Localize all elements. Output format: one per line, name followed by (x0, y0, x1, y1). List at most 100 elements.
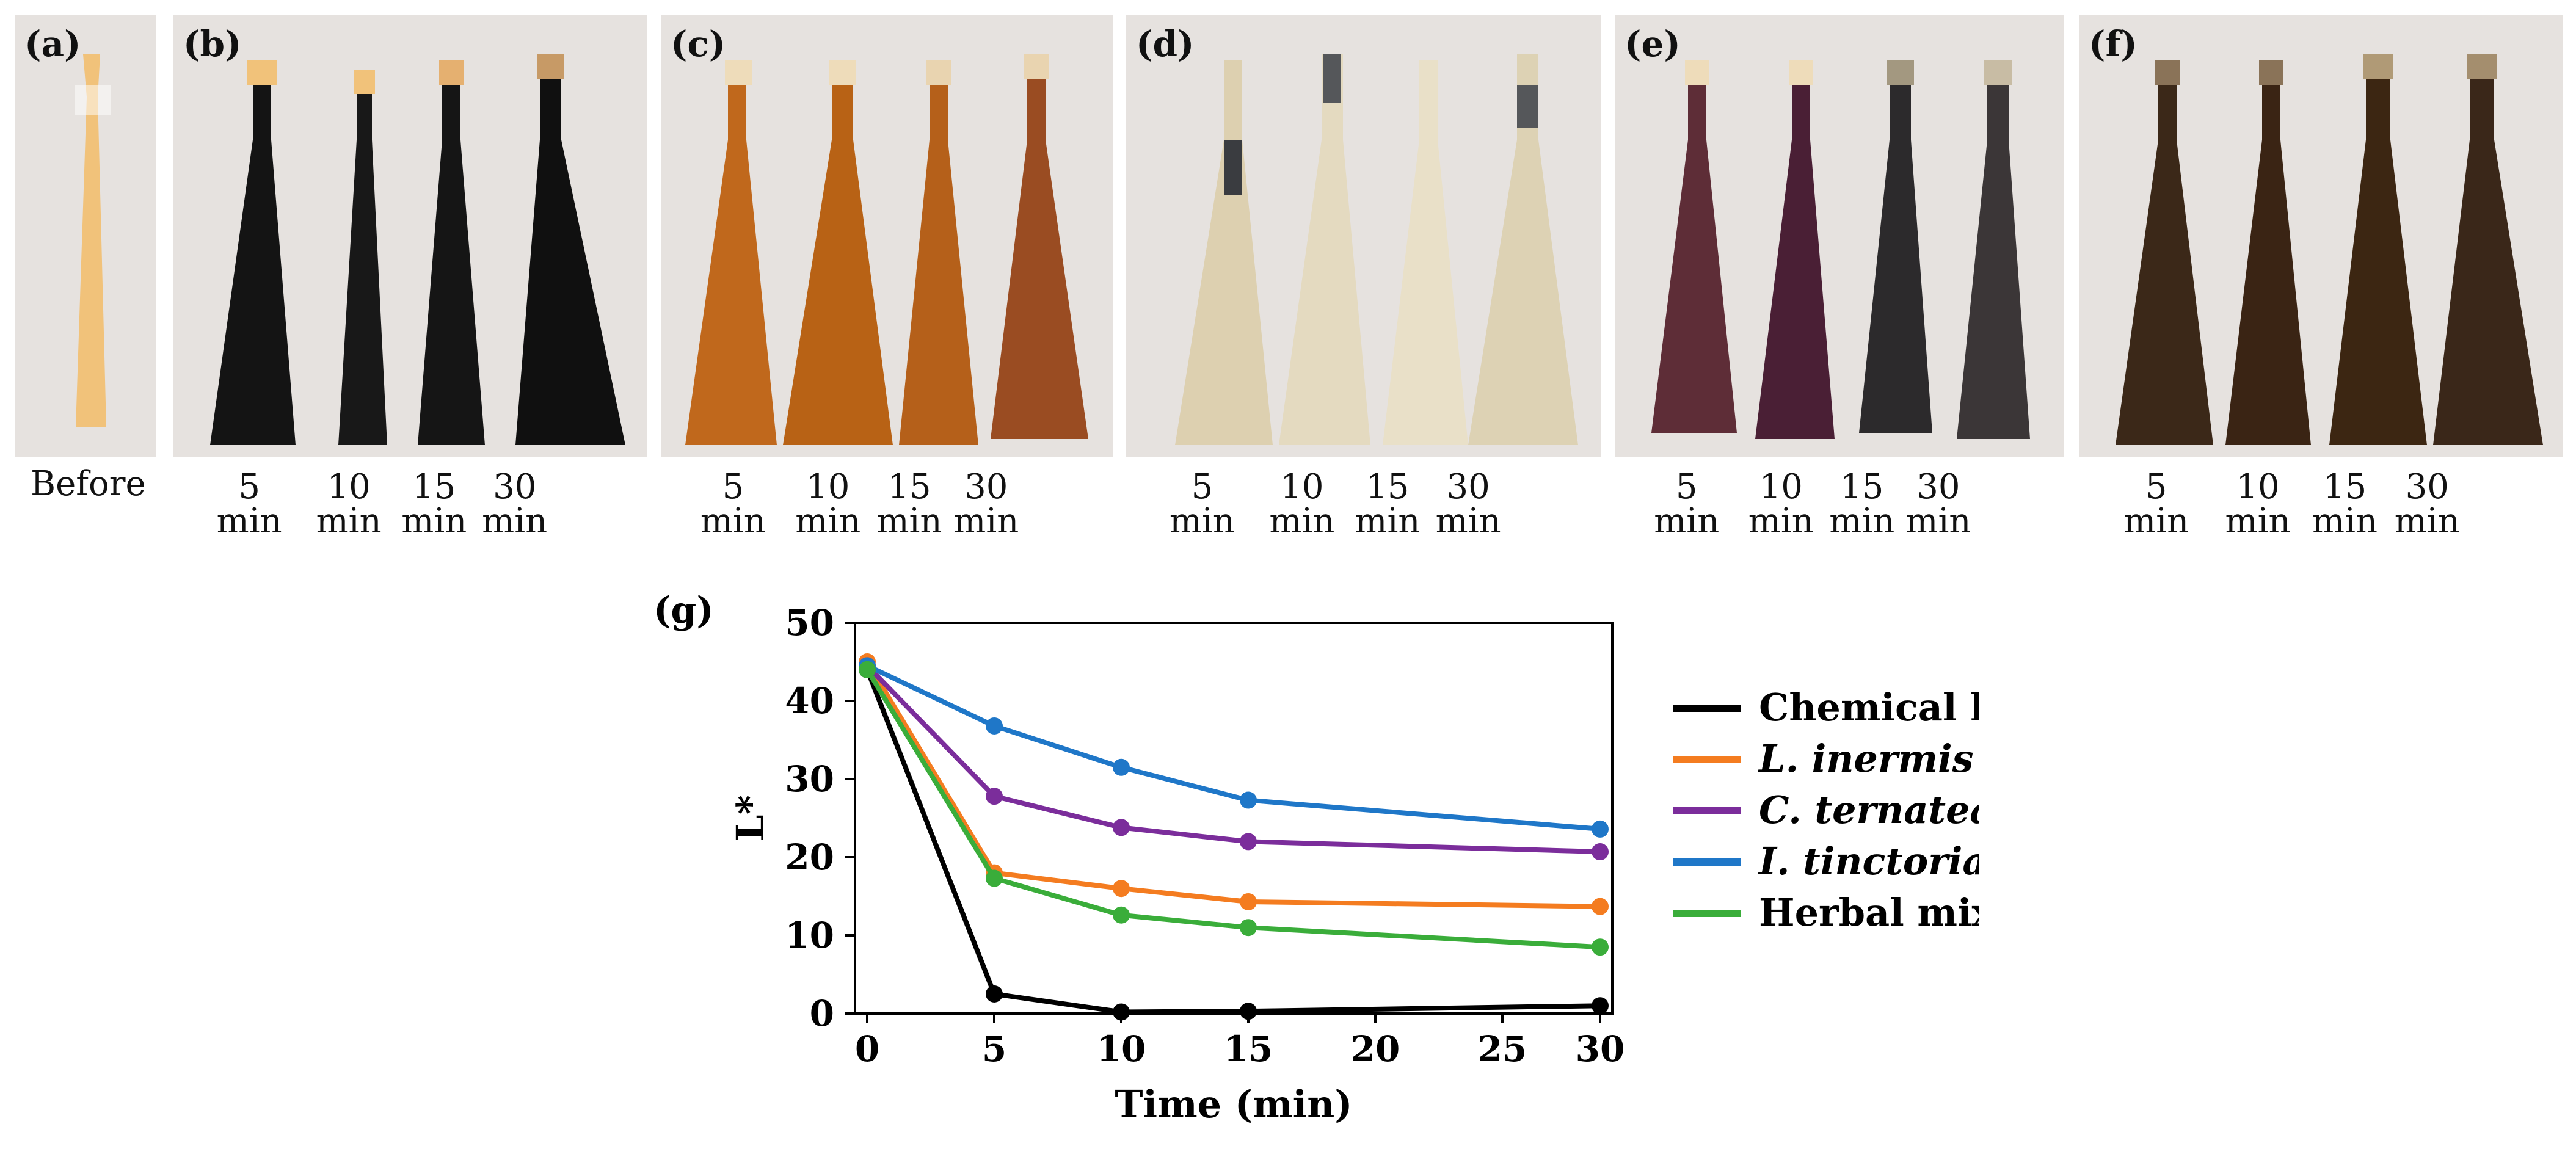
strand-b-5 (210, 60, 296, 445)
panel-label-a: (a) (24, 23, 81, 65)
time-num: 5 (1191, 467, 1213, 507)
x-tick-label: 30 (1576, 1028, 1625, 1070)
strand-group-d (1175, 54, 1578, 445)
data-point (1113, 880, 1130, 898)
time-unit: min (1269, 501, 1335, 541)
time-num: 30 (493, 467, 537, 507)
time-label: 15 min (854, 470, 964, 539)
dark-band-d-30 (1517, 85, 1538, 128)
panel-a-photo: (a) (15, 15, 156, 457)
strand-shape (76, 54, 106, 427)
time-num: 5 (1675, 467, 1698, 507)
strand-group-e (1651, 60, 2030, 439)
data-point (986, 717, 1003, 735)
panel-b-photo: (b) (173, 15, 647, 457)
y-tick-label: 20 (785, 836, 834, 878)
time-unit: min (482, 501, 548, 541)
time-num: 15 (2323, 467, 2367, 507)
root-e-15 (1887, 60, 1914, 85)
root-f-5 (2155, 60, 2180, 85)
strand-d-5 (1175, 60, 1273, 445)
time-label: 15 min (379, 470, 489, 539)
legend-label: L. inermis (1758, 736, 1974, 781)
legend-label: I. tinctoria (1758, 839, 1979, 883)
root-b-10 (354, 70, 375, 94)
time-label: 15 min (1333, 470, 1443, 539)
strand-e-5 (1651, 60, 1737, 433)
time-num: 10 (806, 467, 850, 507)
strand-group-c (685, 54, 1088, 445)
strand-d-30 (1468, 54, 1578, 445)
time-label: 30 min (1883, 470, 1993, 539)
series-line (865, 664, 1601, 855)
data-point (1592, 997, 1609, 1015)
y-axis-label: L* (728, 795, 773, 841)
x-tick-label: 0 (855, 1028, 879, 1070)
strand-d-15 (1383, 60, 1468, 445)
time-unit: min (876, 501, 942, 541)
before-caption: Before (31, 464, 146, 504)
y-tick-label: 40 (785, 680, 834, 722)
root-e-10 (1789, 60, 1813, 85)
time-label: 30 min (931, 470, 1041, 539)
time-num: 10 (327, 467, 371, 507)
dark-band-d-10 (1323, 54, 1341, 103)
time-num: 5 (722, 467, 744, 507)
time-label: 5 min (1632, 470, 1742, 539)
data-point (1592, 843, 1609, 861)
root-c-15 (926, 60, 951, 85)
panel-e-photo: (e) (1615, 15, 2064, 457)
strand-b-10 (338, 70, 387, 445)
time-num: 10 (2236, 467, 2280, 507)
time-num: 30 (1446, 467, 1490, 507)
strand-c-5 (685, 60, 777, 445)
time-num: 10 (1280, 467, 1324, 507)
time-label: 30 min (1413, 470, 1523, 539)
legend-label: Herbal mixture (1759, 890, 1979, 935)
hair-strand-before (75, 54, 111, 427)
time-num: 15 (887, 467, 931, 507)
strand-group-b (210, 54, 625, 445)
panel-label-f: (f) (2089, 23, 2138, 65)
time-unit: min (2394, 501, 2460, 541)
time-label: 10 min (294, 470, 404, 539)
time-unit: min (1748, 501, 1814, 541)
root-f-10 (2259, 60, 2283, 85)
data-point (986, 985, 1003, 1003)
panel-f-photo: (f) (2079, 15, 2563, 457)
time-unit: min (795, 501, 861, 541)
time-label: 15 min (1807, 470, 1917, 539)
x-tick-label: 10 (1097, 1028, 1146, 1070)
time-unit: min (1355, 501, 1421, 541)
data-point (1240, 791, 1257, 809)
data-point (1113, 1003, 1130, 1021)
time-num: 30 (2405, 467, 2449, 507)
time-num: 30 (1916, 467, 1960, 507)
strand-e-10 (1755, 60, 1835, 439)
y-tick-label: 0 (810, 993, 834, 1034)
root-b-5 (247, 60, 277, 85)
strand-c-15 (899, 60, 978, 445)
data-point (1592, 938, 1609, 956)
time-num: 10 (1759, 467, 1803, 507)
strand-c-30 (991, 54, 1088, 439)
data-point (986, 788, 1003, 805)
chart-axes: (g) 0 10 20 30 40 50 0 5 10 15 20 25 30 Time (min) L* (653, 589, 1625, 1126)
data-point (1240, 1003, 1257, 1020)
strand-e-30 (1957, 60, 2030, 439)
time-unit: min (700, 501, 766, 541)
root-c-30 (1024, 54, 1049, 79)
data-point (1592, 898, 1609, 915)
time-label: 30 min (460, 470, 570, 539)
time-num: 15 (1366, 467, 1410, 507)
strand-d-10 (1279, 54, 1370, 445)
data-point (1240, 919, 1257, 937)
x-tick-label: 15 (1224, 1028, 1273, 1070)
strand-f-15 (2329, 54, 2427, 445)
time-unit: min (216, 501, 282, 541)
time-unit: min (1654, 501, 1720, 541)
data-point (1240, 893, 1257, 910)
plot-frame (854, 622, 1614, 1015)
time-label: 30 min (2372, 470, 2482, 539)
strand-b-30 (515, 54, 625, 445)
